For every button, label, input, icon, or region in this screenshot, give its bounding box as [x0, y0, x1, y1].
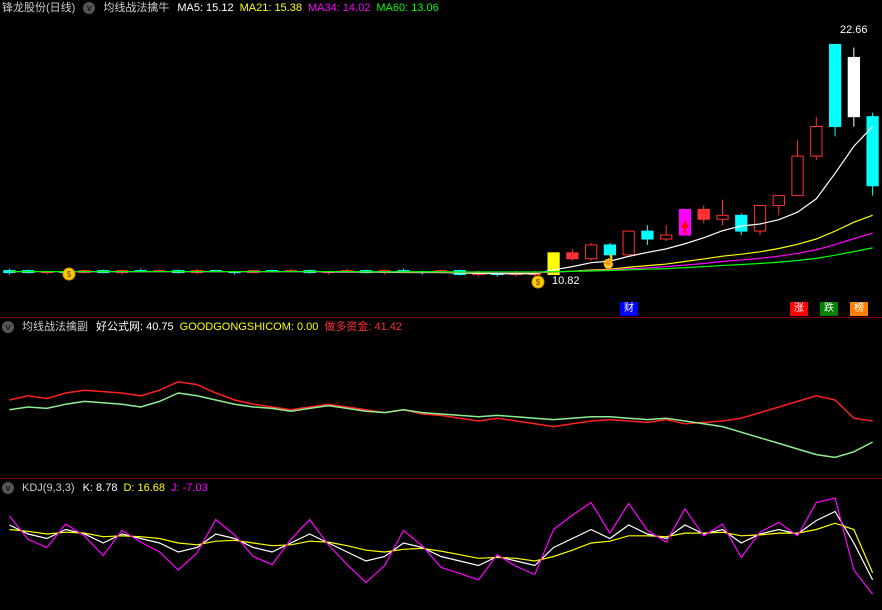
sub1-header: v 均线战法擒副 好公式网: 40.75 GOODGONGSHICOM: 0.00…: [2, 319, 408, 335]
price-high-label: 22.66: [840, 24, 868, 36]
info-badge[interactable]: 跌: [820, 302, 838, 316]
sub2-chart-svg: [0, 480, 882, 608]
sub1-name: 均线战法擒副: [22, 319, 88, 335]
svg-text:☝: ☝: [600, 252, 617, 270]
main-header: 锋龙股份(日线) v 均线战法擒牛 MA5: 15.12MA21: 15.38M…: [2, 0, 445, 16]
price-low-label: 10.82: [552, 275, 580, 287]
sub2-labels: K: 8.78 D: 16.68 J: -7.03: [83, 480, 214, 496]
sub2-name: KDJ(9,3,3): [22, 480, 75, 496]
sub1-chart-svg: [0, 319, 882, 479]
chevron-down-icon[interactable]: v: [2, 482, 14, 494]
info-badge[interactable]: 榜: [850, 302, 868, 316]
ma-value: MA5: 15.12: [177, 2, 233, 14]
sub2-header: v KDJ(9,3,3) K: 8.78 D: 16.68 J: -7.03: [2, 480, 214, 496]
chevron-down-icon[interactable]: v: [2, 321, 14, 333]
info-badge[interactable]: 财: [620, 302, 638, 316]
indicator-value: 好公式网: 40.75: [96, 321, 174, 333]
kdj-value: J: -7.03: [171, 482, 208, 494]
main-chart-svg: $ $ ☝: [0, 0, 882, 318]
main-price-panel[interactable]: 锋龙股份(日线) v 均线战法擒牛 MA5: 15.12MA21: 15.38M…: [0, 0, 882, 318]
ma-labels: MA5: 15.12 MA21: 15.38 MA34: 14.02 MA60: 13…: [177, 0, 444, 16]
strategy-name: 均线战法擒牛: [103, 0, 169, 16]
sub-indicator-panel-2[interactable]: v KDJ(9,3,3) K: 8.78 D: 16.68 J: -7.03: [0, 480, 882, 608]
sub-indicator-panel-1[interactable]: v 均线战法擒副 好公式网: 40.75 GOODGONGSHICOM: 0.00…: [0, 319, 882, 479]
svg-text:$: $: [536, 278, 541, 287]
kdj-value: K: 8.78: [83, 482, 118, 494]
sub1-labels: 好公式网: 40.75 GOODGONGSHICOM: 0.00 做多资金: 41.…: [96, 319, 408, 335]
kdj-value: D: 16.68: [123, 482, 165, 494]
stock-name: 锋龙股份(日线): [2, 0, 75, 16]
ma-value: MA34: 14.02: [308, 2, 370, 14]
info-badge[interactable]: 涨: [790, 302, 808, 316]
ma-value: MA21: 15.38: [240, 2, 302, 14]
ma-value: MA60: 13.06: [376, 2, 438, 14]
svg-text:$: $: [67, 270, 72, 279]
indicator-value: 做多资金: 41.42: [324, 321, 402, 333]
indicator-value: GOODGONGSHICOM: 0.00: [180, 321, 319, 333]
chevron-down-icon[interactable]: v: [83, 2, 95, 14]
